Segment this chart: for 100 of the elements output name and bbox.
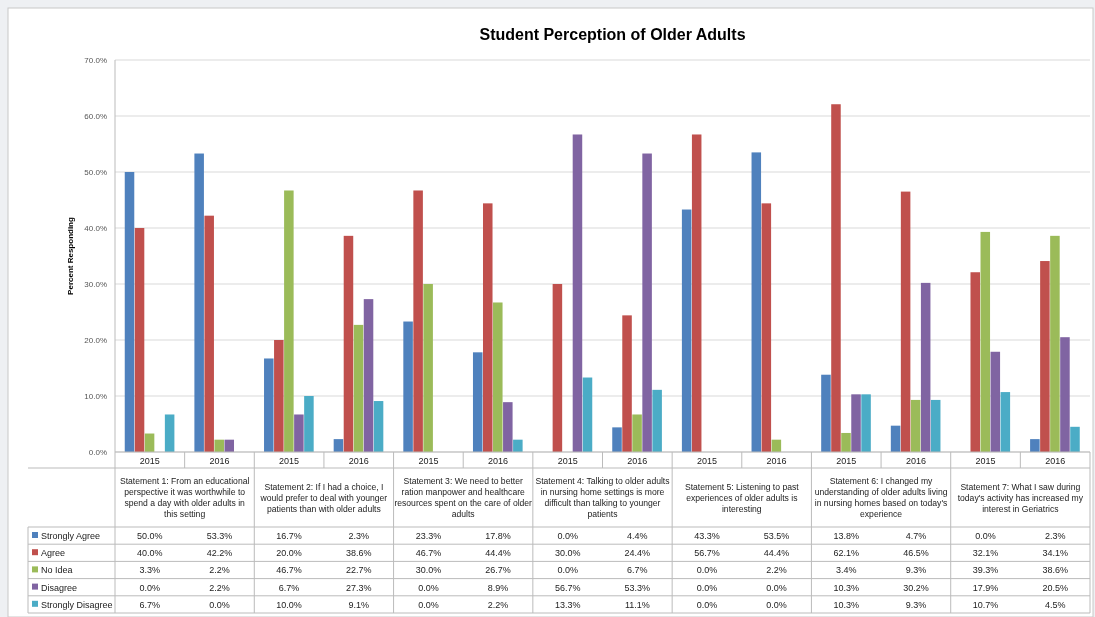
data-label: 6.7% [627,565,648,576]
legend-label: Disagree [41,582,78,593]
data-label: 44.4% [763,548,790,559]
bar [831,104,841,452]
x-tick-label: 2016 [905,456,926,466]
x-tick-label: 2015 [557,456,578,466]
data-label: 56.7% [694,548,720,559]
data-label: 24.4% [624,548,651,559]
bar [513,439,523,452]
data-label: 10.7% [972,599,999,610]
data-label: 0.0% [209,599,230,610]
bar [343,235,354,452]
data-label: 13.3% [554,599,581,610]
data-label: 0.0% [557,565,578,576]
data-label: 20.0% [276,548,302,559]
x-tick-label: 2015 [696,456,717,466]
legend-label: Strongly Agree [41,531,101,541]
data-label: 53.3% [206,531,233,541]
bar [751,152,762,452]
text: Statement 6: I changed my understanding of older adults living in nursing homes based on today's experience [814,476,948,519]
bar [294,414,304,452]
bar [930,399,941,452]
bar [851,394,861,452]
bar [413,190,423,452]
y-tick-label: 30.0% [84,280,107,289]
bar [970,272,981,452]
x-tick-label: 2015 [418,456,439,466]
bar [1030,439,1040,452]
data-label: 46.5% [903,548,929,559]
x-tick-label: 2016 [348,456,369,466]
bar [373,401,384,452]
x-tick-label: 2016 [488,456,509,466]
data-label: 2.2% [209,582,230,593]
data-label: 42.2% [206,548,233,559]
data-label: 0.0% [696,599,718,610]
legend-label: No Idea [41,565,73,576]
bar [841,432,851,452]
bar [214,439,224,452]
data-label: 9.3% [905,599,927,610]
text: Statement 7: What I saw during today's activity has increased my interest in Geriatrics [957,481,1084,514]
bar [224,439,235,452]
bar [1060,337,1070,452]
bar [274,340,284,452]
bar [552,284,563,452]
data-label: 38.6% [1042,565,1068,576]
bar [403,321,413,452]
data-label: 11.1% [624,599,650,610]
data-label: 0.0% [766,582,787,593]
y-tick-label: 10.0% [84,392,107,401]
data-label: 10.3% [833,582,860,593]
bar [572,134,583,452]
data-label: 27.3% [345,582,372,593]
bar [363,299,374,452]
data-label: 62.1% [833,548,860,559]
data-label: 9.1% [348,599,370,610]
data-label: 26.7% [485,565,511,576]
data-label: 4.5% [1044,599,1066,610]
bar [1050,235,1060,452]
bar [472,352,483,452]
data-label: 2.2% [766,565,787,576]
data-label: 34.1% [1042,548,1068,559]
data-label: 2.2% [209,565,230,576]
data-label: 2.2% [487,599,509,610]
bar [1070,426,1080,452]
data-label: 0.0% [696,582,718,593]
data-label: 53.3% [624,582,651,593]
text: Statement 2: If I had a choice, I would prefer to deal with younger patients than with older adults [259,481,388,514]
bar [482,203,493,452]
x-tick-label: 2015 [279,456,300,466]
text: Statement 3: We need to better ration manpower and healthcare resources spent on the care of older adults [394,476,533,519]
x-tick-label: 2016 [209,456,230,466]
data-label: 44.4% [485,548,511,559]
x-tick-label: 2015 [139,456,160,466]
data-label: 2.3% [348,531,370,541]
data-label: 0.0% [418,599,439,610]
bar [622,315,632,452]
y-tick-label: 40.0% [84,224,107,233]
data-label: 40.0% [137,548,163,559]
data-label: 0.0% [975,531,996,541]
bar [164,414,175,452]
bar [503,402,513,452]
data-label: 2.3% [1044,531,1066,541]
bar [761,203,772,452]
x-tick-label: 2015 [975,456,996,466]
bar [204,215,214,452]
data-label: 17.9% [972,582,999,593]
y-tick-label: 50.0% [84,168,107,177]
bar [493,302,503,452]
bar [353,324,364,452]
data-label: 32.1% [972,548,999,559]
bar [821,374,831,452]
data-label: 50.0% [137,531,163,541]
data-label: 0.0% [418,582,439,593]
data-label: 3.3% [139,565,161,576]
y-tick-label: 20.0% [84,336,107,345]
data-label: 56.7% [554,582,581,593]
bar [681,209,692,452]
bar [990,351,1001,452]
bar [652,389,662,452]
data-label: 30.2% [903,582,929,593]
